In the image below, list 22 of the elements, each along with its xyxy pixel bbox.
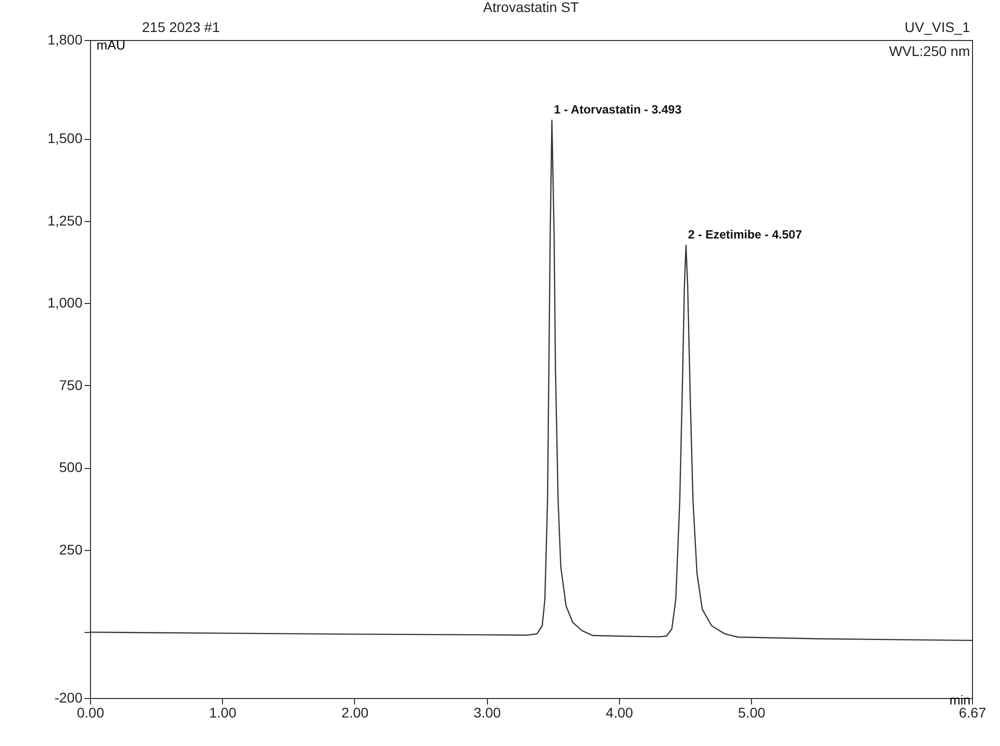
- x-tick-label: 0.00: [76, 704, 104, 720]
- x-tick-label: 6.67: [958, 704, 986, 720]
- y-tick-label: 1,800: [47, 32, 83, 48]
- annotation: 1 - Atorvastatin - 3.493: [554, 102, 682, 116]
- y-tick-label: 1,500: [47, 130, 83, 146]
- y-tick-label: 1,250: [47, 212, 83, 228]
- y-tick-label: 1,000: [47, 294, 83, 311]
- y-tick-label: -200: [54, 690, 83, 706]
- y-tick-label: 500: [59, 459, 83, 476]
- x-tick-label: 5.00: [738, 704, 766, 720]
- text: UV_VIS_1: [904, 19, 970, 35]
- annotation: 2 - Ezetimibe - 4.507: [688, 227, 802, 242]
- x-tick-label: 4.00: [606, 704, 634, 720]
- chart-title: Atrovastatin ST: [483, 0, 580, 15]
- y-tick-label: 750: [59, 376, 83, 393]
- x-tick-label: 3.00: [474, 704, 502, 720]
- y-axis-title: mAU: [96, 38, 126, 52]
- x-tick-label: 2.00: [341, 704, 369, 720]
- annotation: WVL:250 nm: [889, 43, 970, 59]
- text: 215 2023 #1: [142, 19, 220, 35]
- y-tick-label: 250: [59, 541, 83, 558]
- x-tick-label: 1.00: [209, 704, 237, 720]
